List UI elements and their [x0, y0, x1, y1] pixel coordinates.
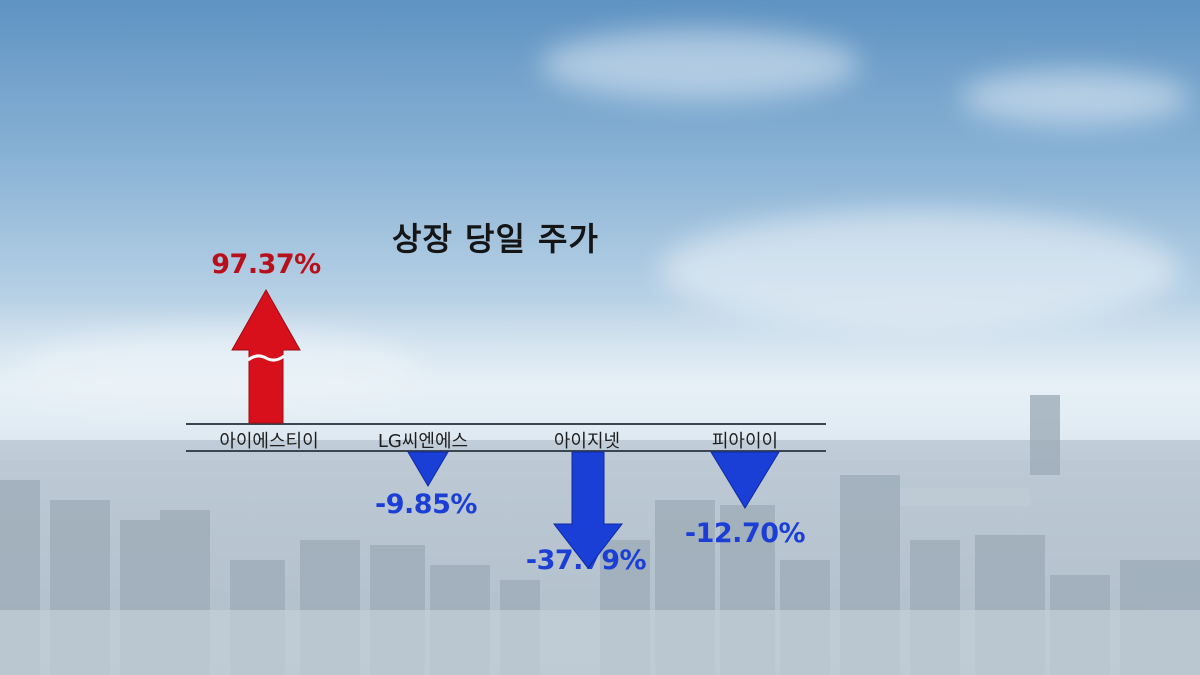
down-arrow-bar — [407, 451, 449, 487]
horizon-haze — [0, 300, 1200, 460]
down-arrow-bar — [710, 451, 780, 509]
cloud — [960, 70, 1190, 125]
axis-line-top — [186, 423, 826, 425]
down-arrow-bar — [552, 451, 624, 569]
axis-break-mark — [247, 354, 285, 362]
chart-title: 상장 당일 주가 — [392, 220, 599, 258]
value-label: 97.37% — [211, 249, 321, 280]
category-label: 피아이이 — [711, 431, 779, 452]
cloud — [540, 30, 860, 100]
value-label: -9.85% — [375, 489, 477, 520]
axis-line-bottom — [186, 450, 826, 452]
category-label: 아이에스티이 — [219, 431, 319, 452]
category-label: 아이지넷 — [553, 431, 621, 452]
category-label: LG씨엔에스 — [377, 431, 469, 452]
value-label: -12.70% — [684, 518, 806, 549]
